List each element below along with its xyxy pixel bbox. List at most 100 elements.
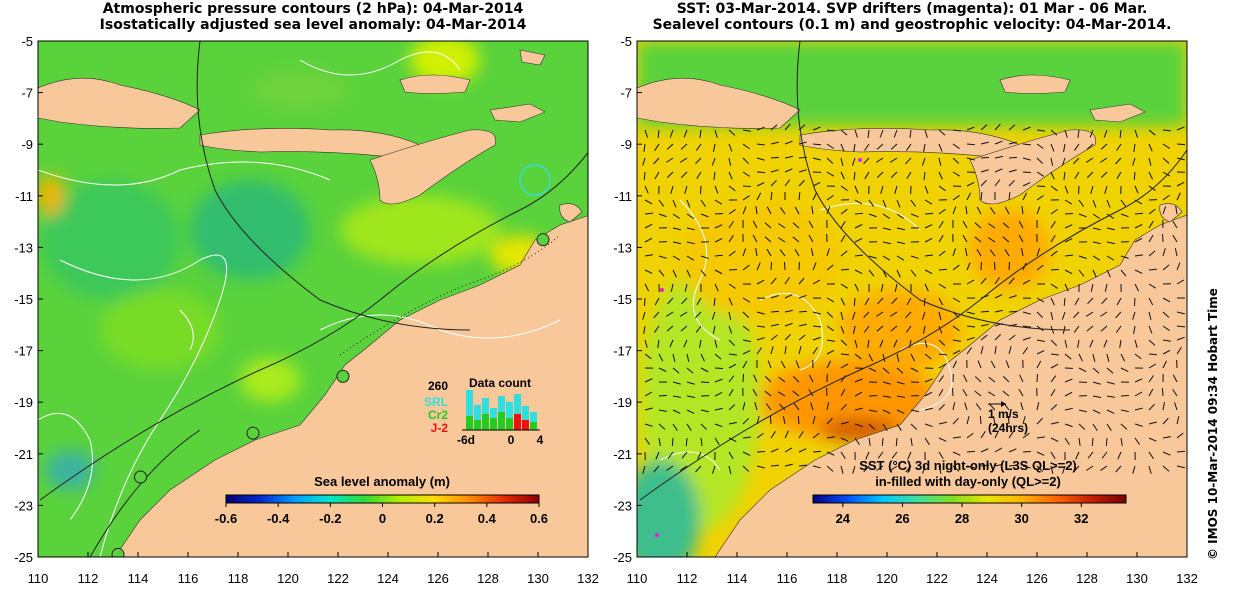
velocity-arrow — [854, 391, 863, 397]
velocity-arrow — [728, 221, 734, 229]
velocity-arrow — [865, 451, 870, 460]
velocity-arrow — [882, 199, 887, 208]
velocity-arrow — [742, 129, 751, 132]
velocity-arrow — [714, 129, 718, 138]
velocity-arrow — [952, 195, 960, 201]
velocity-arrow — [764, 236, 772, 243]
velocity-arrow — [1036, 350, 1045, 355]
velocity-arrow — [1120, 437, 1123, 446]
velocity-arrow — [1063, 297, 1066, 307]
velocity-arrow — [1022, 171, 1032, 174]
velocity-arrow — [1148, 451, 1154, 459]
velocity-arrow — [1036, 264, 1044, 271]
velocity-arrow — [644, 378, 653, 383]
velocity-arrow — [1120, 199, 1127, 207]
velocity-arrow — [882, 213, 890, 219]
velocity-arrow — [1162, 360, 1167, 369]
count-bar — [530, 422, 537, 430]
velocity-arrow — [909, 129, 912, 138]
velocity-arrow — [658, 269, 665, 277]
velocity-arrow — [666, 143, 674, 150]
velocity-arrow — [1086, 325, 1094, 332]
velocity-arrow — [658, 213, 667, 218]
velocity-arrow — [952, 248, 956, 257]
velocity-arrow — [894, 283, 898, 292]
velocity-arrow — [877, 451, 884, 459]
velocity-arrow — [906, 171, 912, 180]
velocity-arrow — [728, 363, 737, 369]
velocity-arrow — [1115, 157, 1122, 165]
velocity-arrow — [1100, 465, 1108, 471]
velocity-arrow — [770, 124, 778, 131]
lon-tick-label: 116 — [777, 571, 798, 586]
velocity-arrow — [1105, 437, 1108, 447]
velocity-arrow — [863, 311, 870, 319]
sla-colorbar-bar — [225, 494, 540, 504]
velocity-arrow — [994, 463, 1003, 467]
velocity-arrow — [700, 213, 709, 218]
velocity-arrow — [696, 171, 702, 180]
lat-tick-label: -19 — [14, 395, 33, 410]
velocity-arrow — [826, 264, 834, 271]
velocity-arrow — [980, 464, 990, 467]
velocity-arrow — [826, 311, 834, 318]
velocity-arrow — [1148, 220, 1154, 229]
count-tick-end: 4 — [537, 433, 544, 447]
velocity-arrow — [764, 376, 772, 383]
velocity-arrow — [756, 192, 762, 201]
velocity-arrow — [938, 388, 944, 397]
velocity-arrow — [980, 141, 989, 145]
velocity-arrow — [882, 395, 891, 398]
velocity-arrow — [1022, 157, 1031, 161]
velocity-arrow — [742, 402, 746, 411]
velocity-arrow — [1176, 192, 1181, 201]
station-marker — [246, 426, 260, 440]
velocity-arrow — [642, 157, 646, 166]
velocity-arrow — [964, 248, 968, 257]
velocity-arrow — [812, 279, 821, 285]
velocity-arrow — [840, 129, 848, 136]
sla-colorbar-label: Sea level anomaly (m) — [314, 474, 450, 489]
colorbar-tick-label: -0.2 — [319, 511, 341, 526]
velocity-arrow — [965, 206, 968, 215]
velocity-arrow — [852, 157, 856, 166]
velocity-arrow — [895, 437, 898, 447]
velocity-arrow — [672, 269, 677, 278]
velocity-arrow — [826, 206, 831, 215]
velocity-arrow — [1132, 311, 1136, 320]
velocity-arrow — [784, 179, 791, 187]
velocity-arrow — [1008, 277, 1015, 285]
velocity-arrow — [966, 192, 971, 201]
velocity-arrow — [1176, 450, 1186, 453]
velocity-arrow — [778, 237, 786, 243]
velocity-arrow — [910, 199, 917, 207]
velocity-arrow — [1134, 129, 1139, 138]
velocity-arrow — [770, 179, 777, 187]
count-bar — [466, 390, 473, 430]
velocity-arrow — [812, 192, 817, 201]
velocity-arrow — [1106, 269, 1111, 278]
velocity-arrow — [1036, 248, 1041, 257]
velocity-arrow — [700, 423, 708, 430]
velocity-arrow — [868, 437, 871, 446]
velocity-arrow — [1022, 337, 1031, 341]
velocity-arrow — [784, 277, 790, 285]
velocity-arrow — [876, 143, 884, 150]
velocity-arrow — [680, 171, 688, 178]
velocity-arrow — [714, 391, 723, 397]
velocity-arrow — [742, 373, 745, 383]
velocity-arrow — [1162, 436, 1171, 439]
velocity-arrow — [952, 206, 957, 215]
velocity-arrow — [1008, 346, 1012, 355]
velocity-arrow — [812, 126, 821, 131]
velocity-arrow — [896, 255, 905, 261]
lat-tick-label: -21 — [14, 447, 33, 462]
velocity-arrow — [1036, 451, 1045, 456]
velocity-arrow — [1064, 353, 1072, 360]
velocity-arrow — [672, 241, 681, 245]
velocity-arrow — [1087, 451, 1094, 459]
velocity-arrow — [1134, 407, 1143, 411]
velocity-arrow — [988, 223, 996, 229]
lon-tick-label: 132 — [1176, 571, 1198, 586]
velocity-arrow — [962, 220, 968, 229]
